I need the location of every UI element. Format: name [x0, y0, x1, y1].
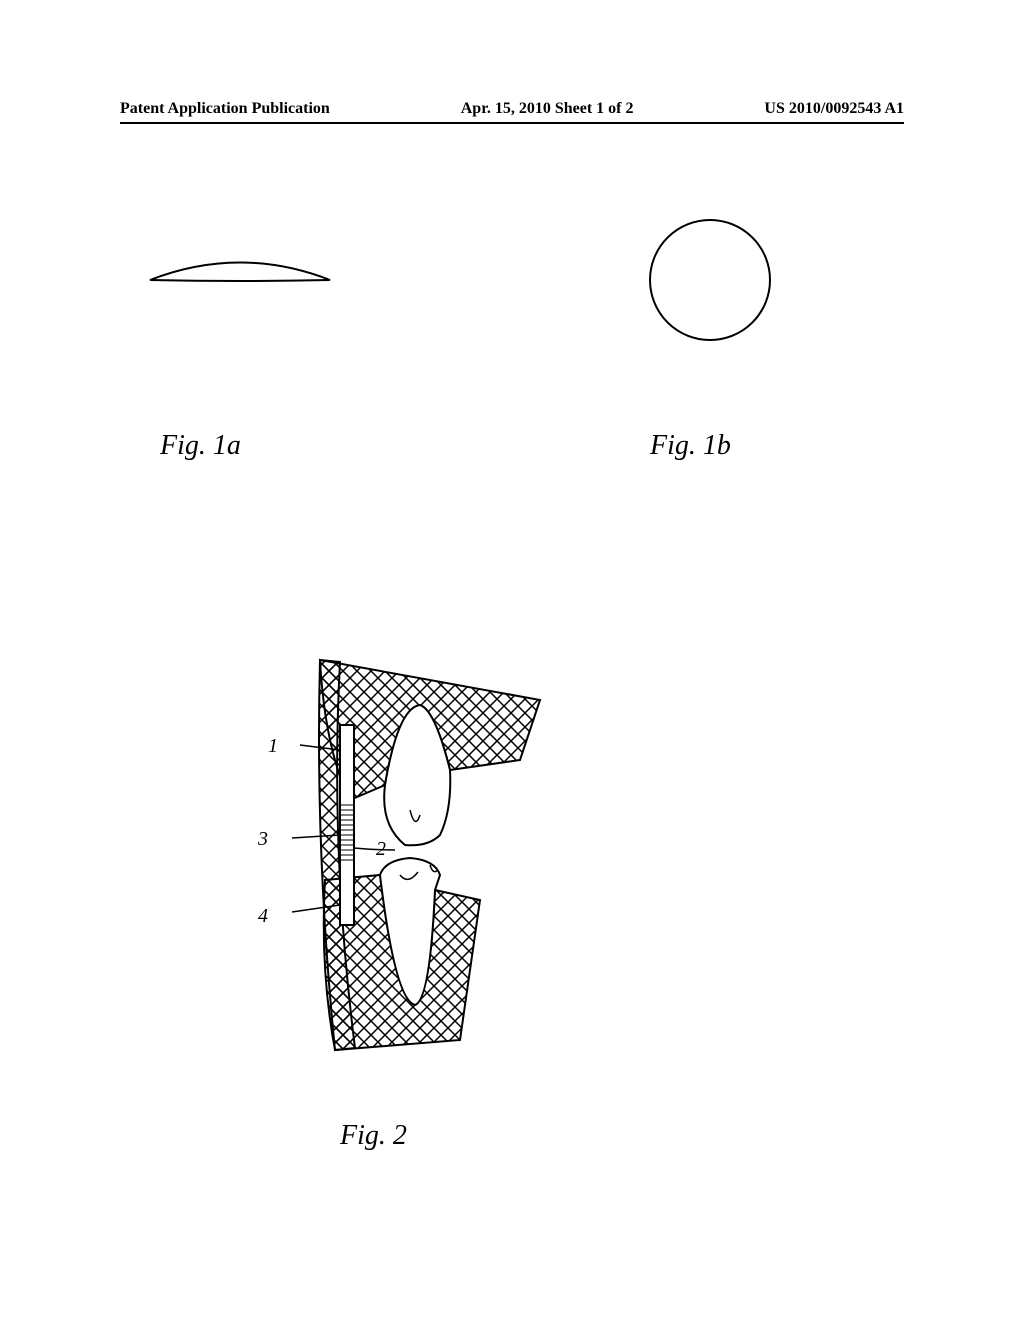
ref-num-2: 2: [376, 838, 386, 861]
fig1b-label: Fig. 1b: [650, 430, 731, 462]
fig1a-svg: [140, 240, 340, 300]
figure-1b: [640, 210, 780, 350]
fig1a-label: Fig. 1a: [160, 430, 241, 462]
header-center: Apr. 15, 2010 Sheet 1 of 2: [461, 100, 634, 118]
figure-1a: [140, 240, 340, 300]
figure-2: [280, 650, 560, 1070]
fig2-label: Fig. 2: [340, 1120, 407, 1152]
ref-num-4: 4: [258, 905, 268, 928]
ref-num-1: 1: [268, 735, 278, 758]
header-right: US 2010/0092543 A1: [764, 100, 904, 118]
ref-num-3: 3: [258, 828, 268, 851]
page-header: Patent Application Publication Apr. 15, …: [120, 100, 904, 124]
fig1b-svg: [640, 210, 780, 350]
header-left: Patent Application Publication: [120, 100, 330, 118]
fig2-svg: [280, 650, 560, 1070]
